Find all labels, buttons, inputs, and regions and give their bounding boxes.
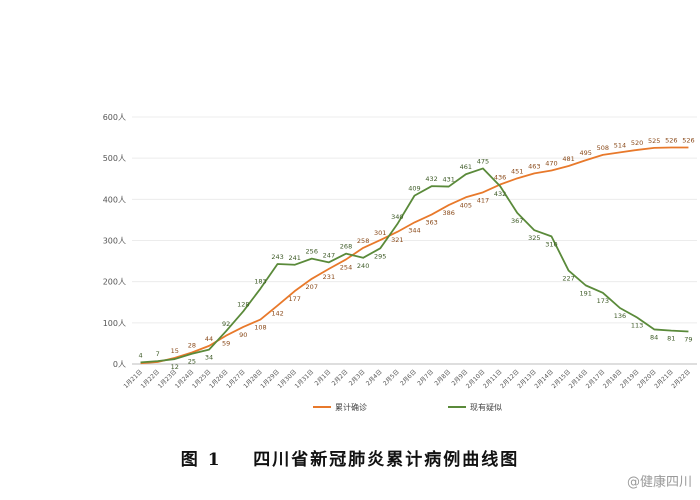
data-label: 325: [528, 234, 540, 242]
data-label: 59: [222, 340, 230, 348]
y-tick-label: 500人: [103, 154, 126, 163]
y-tick-label: 200人: [103, 278, 126, 287]
y-tick-label: 100人: [103, 319, 126, 328]
y-axis: 0人 100人 200人 300人 400人 500人 600人: [103, 113, 126, 369]
data-label: 7: [156, 350, 160, 358]
data-label: 12: [171, 363, 179, 371]
x-tick-label: 2月7日: [416, 368, 435, 387]
data-label: 240: [357, 262, 369, 270]
data-label: 409: [408, 185, 420, 193]
data-label: 367: [511, 217, 523, 225]
data-label: 34: [205, 354, 213, 362]
data-label: 268: [340, 243, 352, 251]
data-label: 386: [443, 209, 455, 217]
x-tick-label: 2月8日: [433, 368, 452, 387]
y-tick-label: 600人: [103, 113, 126, 122]
data-label: 241: [288, 254, 300, 262]
data-label: 247: [323, 251, 335, 259]
data-label: 258: [357, 237, 369, 245]
x-tick-label: 2月4日: [365, 368, 384, 387]
data-label: 243: [271, 253, 283, 261]
data-label: 525: [648, 137, 660, 145]
y-tick-label: 300人: [103, 237, 126, 246]
y-tick-label: 400人: [103, 195, 126, 204]
data-label: 177: [288, 295, 300, 303]
data-label: 495: [580, 149, 592, 157]
data-label: 92: [222, 320, 230, 328]
data-label: 227: [562, 275, 574, 283]
data-label: 28: [188, 341, 196, 349]
figure-label: 图 1: [180, 450, 222, 470]
data-label: 310: [545, 240, 557, 248]
x-tick-label: 2月22日: [670, 368, 692, 390]
data-label: 432: [425, 175, 437, 183]
data-label: 25: [188, 358, 196, 366]
x-tick-label: 1月31日: [294, 368, 316, 390]
data-label: 108: [254, 324, 266, 332]
data-label: 15: [171, 347, 179, 355]
data-label: 405: [460, 201, 472, 209]
data-label: 432: [494, 190, 506, 198]
legend-label: 现有疑似: [470, 402, 502, 412]
data-label: 4: [138, 351, 142, 359]
y-tick-label: 0人: [113, 360, 126, 369]
x-tick-label: 2月6日: [399, 368, 418, 387]
data-label: 254: [340, 263, 352, 271]
data-label: 81: [667, 335, 675, 343]
watermark: @健康四川: [626, 475, 692, 490]
x-axis: 1月21日1月22日1月23日1月24日1月25日1月26日1月27日1月28日…: [122, 368, 691, 390]
grid: [132, 116, 697, 365]
legend-label: 累计确诊: [335, 402, 367, 412]
x-tick-label: 2月2日: [331, 368, 350, 387]
data-label: 256: [306, 248, 318, 256]
data-label: 481: [562, 155, 574, 163]
data-label: 136: [614, 312, 626, 320]
x-tick-label: 2月1日: [313, 368, 332, 387]
data-label: 461: [460, 163, 472, 171]
data-label: 90: [239, 331, 247, 339]
series-line: [140, 146, 689, 365]
data-label: 526: [665, 136, 677, 144]
data-label: 84: [650, 333, 658, 341]
data-label: 173: [597, 297, 609, 305]
data-label: 514: [614, 141, 626, 149]
data-label: 451: [511, 167, 523, 175]
figure-caption: 图 1 四川省新冠肺炎累计病例曲线图: [0, 445, 700, 470]
data-label: 526: [682, 136, 694, 144]
data-label: 142: [271, 310, 283, 318]
data-label: 463: [528, 162, 540, 170]
data-label: 344: [408, 226, 420, 234]
legend: 累计确诊 现有疑似: [313, 402, 502, 412]
data-label: 520: [631, 139, 643, 147]
series-lines: [140, 146, 689, 365]
data-label: 431: [443, 176, 455, 184]
x-tick-label: 2月3日: [348, 368, 367, 387]
data-label: 183: [254, 278, 266, 286]
data-labels: 1528445990108142177207231254258301321344…: [138, 136, 694, 371]
data-label: 191: [580, 289, 592, 297]
x-tick-label: 2月5日: [382, 368, 401, 387]
data-label: 44: [205, 335, 213, 343]
data-label: 508: [597, 144, 609, 152]
data-label: 340: [391, 213, 403, 221]
data-label: 417: [477, 196, 489, 204]
data-label: 363: [425, 219, 437, 227]
data-label: 436: [494, 174, 506, 182]
series-line: [140, 167, 689, 364]
figure-title: 四川省新冠肺炎累计病例曲线图: [253, 450, 520, 470]
data-label: 231: [323, 273, 335, 281]
data-label: 128: [237, 300, 249, 308]
data-label: 113: [631, 321, 643, 329]
data-label: 470: [545, 160, 557, 168]
data-label: 301: [374, 229, 386, 237]
data-label: 207: [306, 283, 318, 291]
data-label: 321: [391, 236, 403, 244]
data-label: 295: [374, 252, 386, 260]
data-label: 79: [684, 335, 692, 343]
data-label: 475: [477, 157, 489, 165]
